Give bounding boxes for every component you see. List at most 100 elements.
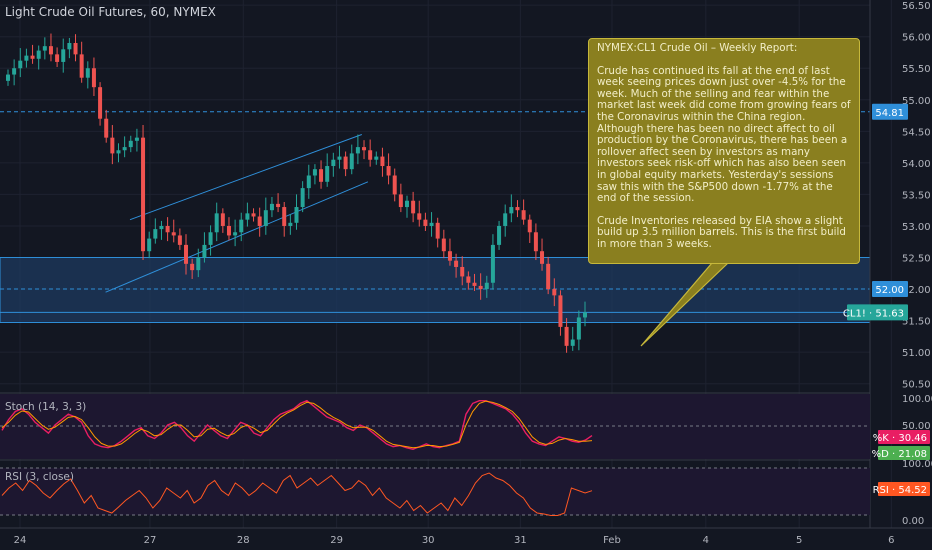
candle-body <box>177 235 182 245</box>
candle-body <box>116 150 121 154</box>
stoch-d-line <box>1 400 593 449</box>
candle-body <box>245 213 250 220</box>
indicator-tag-label: %D · 21.08 <box>872 449 927 460</box>
candle-body <box>497 225 502 245</box>
price-axis: 50.50 51.00 51.50 52.00 52.50 53.00 53.50 54.00… <box>902 1 932 527</box>
candle-body <box>460 266 465 277</box>
candle-body <box>398 194 403 208</box>
candle-body <box>294 207 299 223</box>
price-tick-label: 54.50 <box>902 127 931 138</box>
stoch-lines <box>1 399 593 451</box>
candle-body <box>55 54 60 62</box>
candle-body <box>503 213 508 226</box>
note-paragraph-1: Crude has continued its fall at the end … <box>597 64 851 205</box>
candle-body <box>288 222 293 226</box>
candle-body <box>196 257 201 271</box>
candle-body <box>509 207 514 214</box>
price-tick-label: 54.00 <box>902 159 931 170</box>
candle-body <box>392 175 397 195</box>
candle-body <box>404 200 409 208</box>
candle-body <box>85 68 90 78</box>
candlestick-series <box>6 33 587 353</box>
time-tick-label: 29 <box>330 535 343 546</box>
indicator-tag-0 <box>878 430 930 444</box>
candle-body <box>540 251 545 264</box>
candle-body <box>411 200 416 214</box>
candle-body <box>110 137 115 154</box>
candle-body <box>300 188 305 208</box>
trend-channel <box>105 134 369 293</box>
candle-body <box>214 213 219 233</box>
channel-lower-line <box>105 181 369 293</box>
time-tick-label: 4 <box>703 535 709 546</box>
candle-body <box>208 232 213 245</box>
rsi-tick-label: 0.00 <box>902 516 924 527</box>
candle-body <box>331 159 336 167</box>
rsi-series-line <box>1 472 593 516</box>
price-tick-label: 52.00 <box>902 285 931 296</box>
candle-body <box>319 169 324 182</box>
indicator-tags: %K · 30.46 %D · 21.08 RSI · 54.52 <box>872 430 930 496</box>
price-tick-label: 53.00 <box>902 222 931 233</box>
candle-body <box>30 55 35 59</box>
candle-body <box>184 244 189 264</box>
candle-body <box>472 282 477 286</box>
candle-body <box>576 317 581 340</box>
candle-body <box>484 282 489 290</box>
price-tick-label: 56.00 <box>902 33 931 44</box>
candle-body <box>343 156 348 170</box>
price-tick-label: 56.50 <box>902 1 931 12</box>
support-zone <box>0 257 871 323</box>
time-tick-label: 27 <box>144 535 157 546</box>
indicator-tag-2 <box>878 482 930 496</box>
candle-body <box>417 213 422 220</box>
candle-body <box>583 312 587 318</box>
time-tick-label: Feb <box>603 535 621 546</box>
candle-body <box>6 74 10 81</box>
candle-body <box>141 137 146 252</box>
candle-body <box>349 153 354 170</box>
candle-body <box>263 210 268 226</box>
candle-body <box>515 207 520 211</box>
candle-body <box>48 46 53 55</box>
price-tick-label: 51.00 <box>902 348 931 359</box>
indicator-tag-1 <box>878 446 930 460</box>
candle-body <box>104 118 109 138</box>
candle-body <box>128 140 133 148</box>
candle-body <box>147 238 152 252</box>
candle-body <box>454 260 459 267</box>
candle-body <box>73 43 78 55</box>
price-tag-2 <box>847 304 908 321</box>
candle-body <box>558 295 563 327</box>
time-tick-label: 24 <box>14 535 27 546</box>
candle-body <box>312 169 317 176</box>
candle-body <box>527 219 532 233</box>
candle-body <box>153 229 158 239</box>
candle-body <box>306 175 311 189</box>
channel-upper-line <box>129 134 362 221</box>
candle-body <box>386 166 391 176</box>
analysis-note: NYMEX:CL1 Crude Oil – Weekly Report: Cru… <box>588 38 860 264</box>
candle-body <box>478 285 483 290</box>
price-tick-label: 52.50 <box>902 254 931 265</box>
candle-body <box>36 50 41 59</box>
candle-body <box>533 232 538 252</box>
time-axis: 24 27 28 29 30 31 Feb 4 5 6 <box>14 535 895 546</box>
candle-body <box>226 225 231 236</box>
candle-body <box>239 219 244 233</box>
candle-body <box>251 213 256 217</box>
candle-body <box>220 213 225 226</box>
candle-body <box>282 207 287 226</box>
time-tick-label: 31 <box>514 535 527 546</box>
price-tick-label: 53.50 <box>902 190 931 201</box>
candle-body <box>61 49 66 62</box>
candle-body <box>165 225 170 233</box>
price-tick-label: 50.50 <box>902 380 931 391</box>
time-tick-label: 5 <box>796 535 802 546</box>
candle-body <box>423 219 428 226</box>
price-tags: 54.81 52.00 CL1! · 51.63 <box>843 103 908 321</box>
candle-body <box>202 244 207 258</box>
candle-body <box>466 276 471 283</box>
candle-body <box>12 68 17 75</box>
candle-body <box>276 203 281 208</box>
